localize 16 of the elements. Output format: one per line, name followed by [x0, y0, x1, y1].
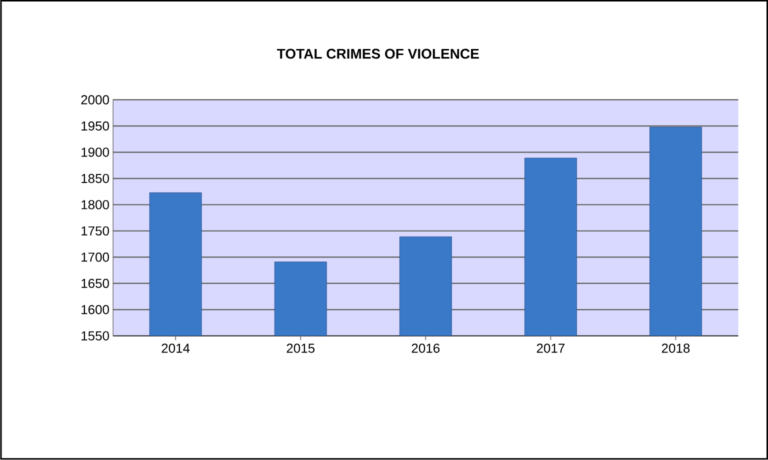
y-tick-label: 2000	[81, 95, 109, 104]
y-tick-label: 1550	[82, 331, 109, 340]
y-tick-label: 1850	[82, 174, 109, 184]
chart-title: TOTAL CRIMES OF VIOLENCE	[277, 48, 479, 59]
y-tick-label: 1600	[82, 305, 109, 314]
y-tick-label: 1800	[82, 200, 109, 210]
x-tick-label: 2016	[412, 344, 440, 353]
y-tick-label: 1650	[82, 278, 109, 288]
x-tick-label: 2018	[662, 344, 690, 353]
y-tick-label: 1900	[82, 148, 109, 157]
y-tick-label: 1700	[82, 252, 109, 262]
x-tick-label: 2017	[536, 344, 564, 353]
x-tick-label: 2015	[286, 344, 315, 353]
x-tick-label: 2014	[162, 344, 190, 353]
y-tick-label: 1950	[82, 121, 109, 131]
y-tick-label: 1750	[82, 226, 109, 236]
